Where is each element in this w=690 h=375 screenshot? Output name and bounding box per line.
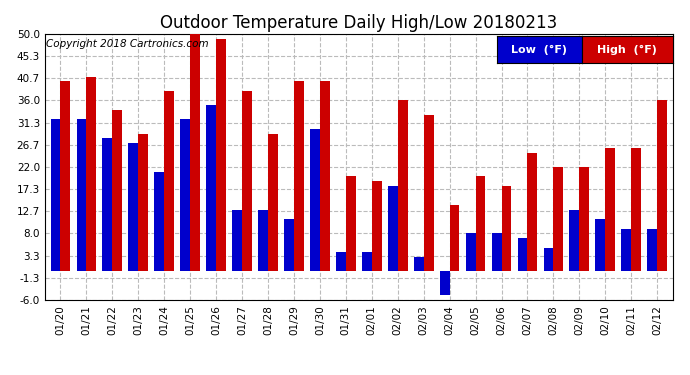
Bar — [362, 252, 372, 272]
Bar — [647, 229, 657, 272]
Bar — [190, 24, 200, 272]
Bar — [622, 229, 631, 272]
Bar — [569, 210, 580, 272]
Bar — [180, 119, 190, 272]
Bar — [77, 119, 86, 272]
Bar — [440, 272, 450, 295]
Bar — [216, 39, 226, 272]
Bar — [112, 110, 122, 272]
Bar — [631, 148, 641, 272]
Bar — [206, 105, 216, 272]
Bar — [475, 176, 486, 272]
Bar — [424, 115, 433, 272]
Bar — [492, 233, 502, 272]
Bar — [553, 167, 563, 272]
Bar — [310, 129, 320, 272]
Bar — [61, 81, 70, 272]
Bar — [372, 181, 382, 272]
Text: Copyright 2018 Cartronics.com: Copyright 2018 Cartronics.com — [46, 39, 209, 49]
Bar — [397, 100, 408, 272]
Bar — [164, 91, 174, 272]
Bar — [450, 205, 460, 272]
Bar — [155, 172, 164, 272]
Bar — [414, 257, 424, 272]
Bar — [502, 186, 511, 272]
Bar — [544, 248, 553, 272]
Bar — [527, 153, 538, 272]
Bar — [232, 210, 242, 272]
Bar — [518, 238, 527, 272]
Bar — [320, 81, 330, 272]
Bar — [595, 219, 605, 272]
Bar — [128, 143, 138, 272]
Bar — [50, 119, 61, 272]
Bar — [336, 252, 346, 272]
Title: Outdoor Temperature Daily High/Low 20180213: Outdoor Temperature Daily High/Low 20180… — [160, 14, 558, 32]
Bar — [258, 210, 268, 272]
Bar — [605, 148, 615, 272]
Bar — [102, 138, 112, 272]
Bar — [242, 91, 252, 272]
Bar — [138, 134, 148, 272]
Bar — [466, 233, 475, 272]
Bar — [346, 176, 355, 272]
Bar — [284, 219, 294, 272]
Bar — [86, 76, 96, 272]
Bar — [388, 186, 397, 272]
Bar — [657, 100, 667, 272]
Bar — [268, 134, 278, 272]
Bar — [294, 81, 304, 272]
Bar — [580, 167, 589, 272]
